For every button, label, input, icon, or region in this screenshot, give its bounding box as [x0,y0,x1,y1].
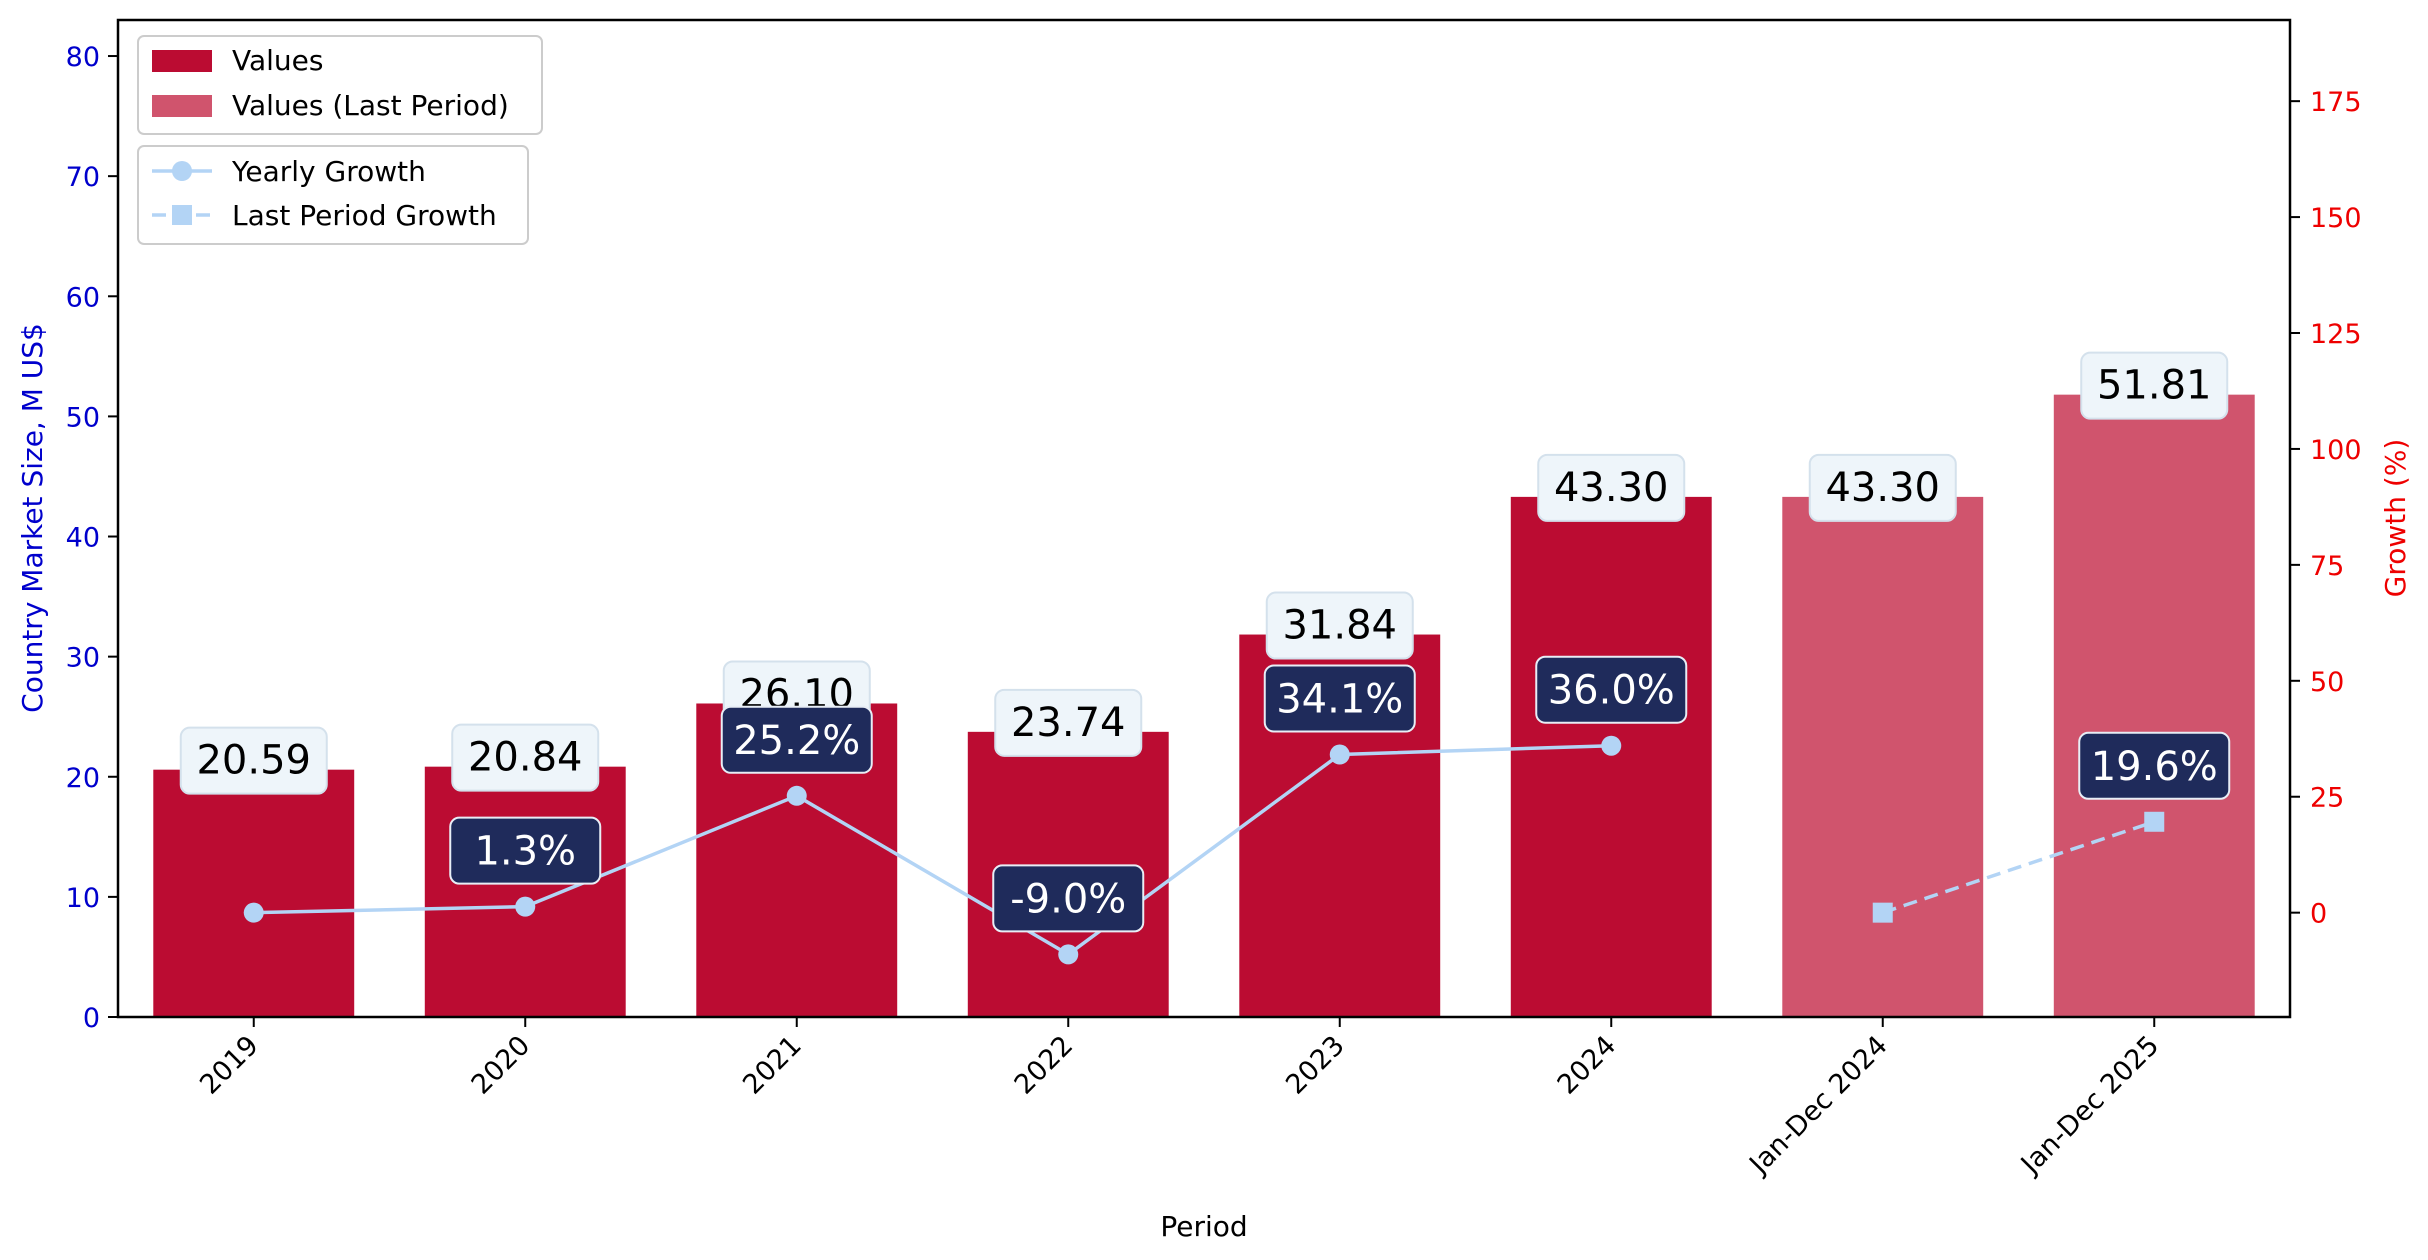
y-tick-label-left: 80 [66,42,100,73]
y-axis-title-left: Country Market Size, M US$ [16,323,49,713]
value-label-box [994,688,1143,757]
growth-marker-dot [786,785,807,806]
y-tick-label-left: 50 [66,402,100,433]
bar-jan-dec-2024 [1782,496,1984,1018]
bar-2024 [1510,496,1712,1018]
value-label: 43.30 [1554,465,1669,511]
bar-2020 [424,766,626,1017]
growth-label: 19.6% [2091,744,2218,790]
y-tick-label-left: 0 [83,1003,100,1034]
y-tick-label-left: 30 [66,643,100,674]
bar-jan-dec-2025 [2053,394,2255,1018]
value-label: 51.81 [2097,363,2212,409]
value-label-box [179,726,328,795]
value-label: 43.30 [1825,465,1940,511]
growth-label: 25.2% [733,718,860,764]
y-tick-label-left: 60 [66,282,100,313]
value-label-box [1265,591,1414,660]
y-tick-label-left: 40 [66,523,100,554]
y-tick-label-left: 10 [66,883,100,914]
growth-lines-layer [243,735,2165,965]
value-label-box [1808,453,1957,522]
value-label: 20.59 [196,738,311,784]
legend-box-growth [137,145,529,245]
value-label: 31.84 [1282,603,1397,649]
growth-marker-dot [1058,944,1079,965]
legend-layer: Values Values (Last Period) Yearly Growth L… [137,35,543,245]
growth-marker-square [2144,811,2165,832]
plot-frame [116,18,2292,1019]
yearly-growth-line [253,743,1612,957]
legend-label: Values (Last Period) [232,89,509,122]
y-tick-label-right: 25 [2310,783,2344,814]
growth-label-box [2078,731,2231,800]
legend-box-values [137,35,543,135]
growth-label-box [720,705,873,774]
y-tick-label-right: 100 [2310,435,2362,466]
growth-marker-dot [243,902,264,923]
y-tick-label-right: 75 [2310,551,2344,582]
y-tick-label-right: 175 [2310,87,2362,118]
growth-marker-dot [1329,744,1350,765]
growth-marker-dot [1601,735,1622,756]
y-tick-label-left: 70 [66,162,100,193]
x-axis-title: Period [1160,1210,1247,1243]
legend-marker-dot [172,161,192,181]
value-label: 23.74 [1011,700,1126,746]
value-label: 20.84 [468,735,583,781]
value-label-box [1537,453,1686,522]
y-tick-label-right: 50 [2310,667,2344,698]
growth-label: 34.1% [1276,677,1403,723]
y-axis-title-right: Growth (%) [2379,439,2412,598]
bar-2019 [153,769,355,1017]
y-tick-label-right: 150 [2310,203,2362,234]
growth-marker-dot [515,896,536,917]
legend-label: Values [232,44,323,77]
last-period-growth-line [1882,820,2155,915]
value-label-box [451,723,600,792]
y-tick-label-left: 20 [66,763,100,794]
growth-label-box [1263,664,1416,733]
growth-label-box [1535,655,1688,724]
legend-label: Last Period Growth [232,199,497,232]
growth-marker-square [1872,902,1893,923]
legend-swatch [152,95,212,117]
y-tick-label-right: 125 [2310,319,2362,350]
legend-marker-square [172,205,192,225]
growth-label-box [992,864,1145,933]
growth-label: 36.0% [1548,668,1675,714]
y-tick-label-right: 0 [2310,899,2327,930]
value-label-box [2080,351,2229,420]
growth-label: 1.3% [474,829,576,875]
legend-label: Yearly Growth [231,155,426,188]
legend-swatch [152,50,212,72]
growth-label: -9.0% [1010,876,1126,922]
growth-label-box [449,816,602,885]
